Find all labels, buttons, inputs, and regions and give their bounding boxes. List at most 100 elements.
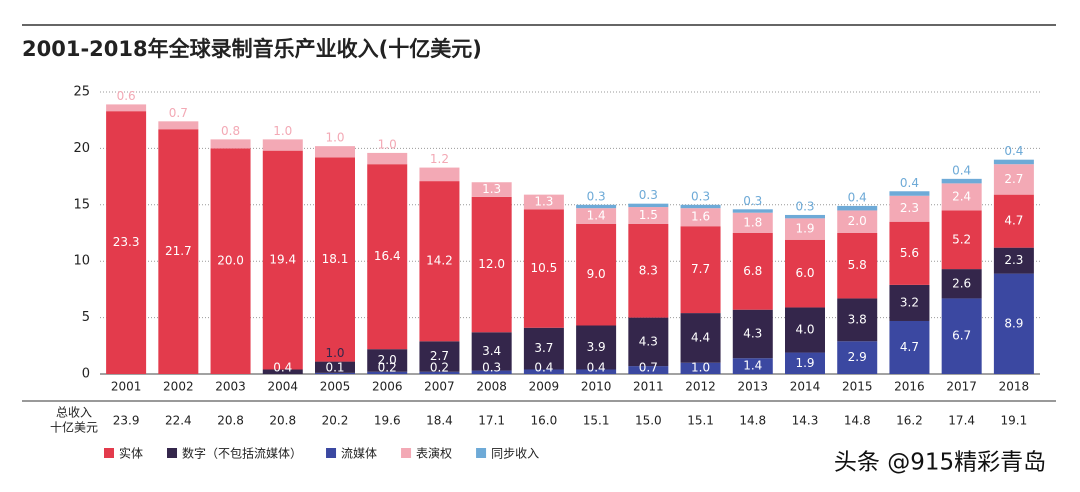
value-label: 0.3 bbox=[795, 199, 814, 213]
bar-segment bbox=[785, 352, 825, 374]
bar-segment bbox=[680, 204, 721, 209]
x-tick-label: 2018 bbox=[999, 380, 1030, 394]
value-label: 1.0 bbox=[378, 137, 397, 151]
bar-segment bbox=[106, 104, 147, 112]
value-label: 1.2 bbox=[430, 152, 449, 166]
value-label: 8.3 bbox=[639, 263, 658, 277]
total-value: 22.4 bbox=[165, 414, 192, 428]
watermark: 头条 @915精彩青岛 bbox=[834, 450, 1046, 476]
value-label: 0.4 bbox=[848, 190, 867, 204]
bar-segment bbox=[210, 139, 251, 149]
x-tick-label: 2009 bbox=[529, 380, 560, 394]
value-label: 4.0 bbox=[795, 323, 814, 337]
bar-segment bbox=[576, 369, 617, 374]
x-tick-label: 2016 bbox=[894, 380, 925, 394]
value-label: 2.9 bbox=[848, 350, 867, 364]
value-label: 19.4 bbox=[269, 253, 296, 267]
bar-segment bbox=[889, 320, 930, 374]
x-tick-label: 2007 bbox=[424, 380, 455, 394]
value-label: 0.3 bbox=[743, 194, 762, 208]
bar-segment bbox=[680, 226, 721, 314]
bar-segment bbox=[785, 239, 825, 308]
total-value: 23.9 bbox=[113, 414, 140, 428]
value-label: 1.4 bbox=[743, 359, 762, 373]
bar-segment bbox=[367, 164, 408, 350]
bar-segment bbox=[315, 157, 355, 362]
bar-segment bbox=[993, 159, 1034, 165]
value-label: 0.3 bbox=[639, 188, 658, 202]
bar-segment bbox=[523, 327, 564, 370]
bar-segment bbox=[367, 349, 408, 372]
value-label: 1.5 bbox=[639, 208, 658, 222]
value-label: 2.7 bbox=[430, 349, 449, 363]
bar-segment bbox=[262, 139, 303, 151]
bar-segment bbox=[576, 208, 617, 224]
value-label: 3.2 bbox=[900, 295, 919, 309]
bar-segment bbox=[158, 121, 199, 130]
bar-segment bbox=[367, 371, 408, 374]
total-value: 16.0 bbox=[531, 414, 558, 428]
total-value: 15.0 bbox=[635, 414, 662, 428]
total-value: 19.6 bbox=[374, 414, 401, 428]
x-tick-label: 2006 bbox=[372, 380, 403, 394]
value-label: 2.0 bbox=[378, 353, 397, 367]
legend-label: 流媒体 bbox=[341, 447, 377, 461]
bar-segment bbox=[941, 183, 982, 211]
x-tick-label: 2010 bbox=[581, 380, 612, 394]
bar-segment bbox=[262, 150, 303, 370]
legend-swatch bbox=[401, 448, 412, 458]
value-label: 3.8 bbox=[848, 312, 867, 326]
total-value: 20.2 bbox=[322, 414, 349, 428]
total-value: 20.8 bbox=[269, 414, 296, 428]
value-label: 1.8 bbox=[743, 215, 762, 229]
value-label: 5.2 bbox=[952, 232, 971, 246]
bar-segment bbox=[732, 212, 773, 233]
bar-segment bbox=[941, 298, 982, 374]
x-tick-label: 2011 bbox=[633, 380, 664, 394]
legend-swatch bbox=[167, 448, 178, 458]
y-tick-label: 15 bbox=[73, 197, 90, 212]
bar-segment bbox=[993, 247, 1034, 274]
legend-swatch bbox=[326, 448, 337, 458]
bar-segment bbox=[941, 178, 982, 184]
value-label: 1.9 bbox=[795, 356, 814, 370]
total-value: 18.4 bbox=[426, 414, 453, 428]
bar-segment bbox=[315, 372, 355, 374]
value-label: 2.0 bbox=[848, 214, 867, 228]
value-label: 4.3 bbox=[639, 334, 658, 348]
bar-segment bbox=[262, 369, 303, 374]
bar-segment bbox=[889, 195, 930, 222]
value-label: 1.0 bbox=[691, 361, 710, 375]
bar-segment bbox=[732, 309, 773, 359]
total-value: 14.8 bbox=[844, 414, 871, 428]
bar-segment bbox=[785, 214, 825, 219]
value-label: 4.7 bbox=[900, 340, 919, 354]
value-label: 3.7 bbox=[534, 341, 553, 355]
value-label: 1.4 bbox=[587, 209, 606, 223]
bar-segment bbox=[785, 218, 825, 240]
legend-label: 数字（不包括流媒体） bbox=[182, 446, 302, 461]
bar-segment bbox=[680, 313, 721, 363]
value-label: 2.3 bbox=[900, 201, 919, 215]
total-value: 20.8 bbox=[217, 414, 244, 428]
bar-segment bbox=[523, 369, 564, 374]
value-label: 2.3 bbox=[1004, 253, 1023, 267]
value-label: 4.7 bbox=[1004, 214, 1023, 228]
value-label: 0.4 bbox=[534, 361, 553, 375]
value-label: 3.9 bbox=[587, 340, 606, 354]
bar-segment bbox=[419, 181, 460, 342]
bar-segment bbox=[471, 182, 512, 197]
value-label: 5.8 bbox=[848, 258, 867, 272]
bar-segment bbox=[210, 148, 251, 374]
bar-segment bbox=[889, 284, 930, 321]
value-label: 0.4 bbox=[273, 361, 292, 375]
legend-label: 实体 bbox=[119, 446, 143, 461]
x-tick-label: 2014 bbox=[790, 380, 821, 394]
bar-segment bbox=[941, 210, 982, 270]
value-label: 23.3 bbox=[113, 235, 140, 249]
value-label: 5.6 bbox=[900, 246, 919, 260]
x-tick-label: 2012 bbox=[685, 380, 716, 394]
bar-segment bbox=[471, 196, 512, 333]
x-tick-label: 2003 bbox=[215, 380, 246, 394]
